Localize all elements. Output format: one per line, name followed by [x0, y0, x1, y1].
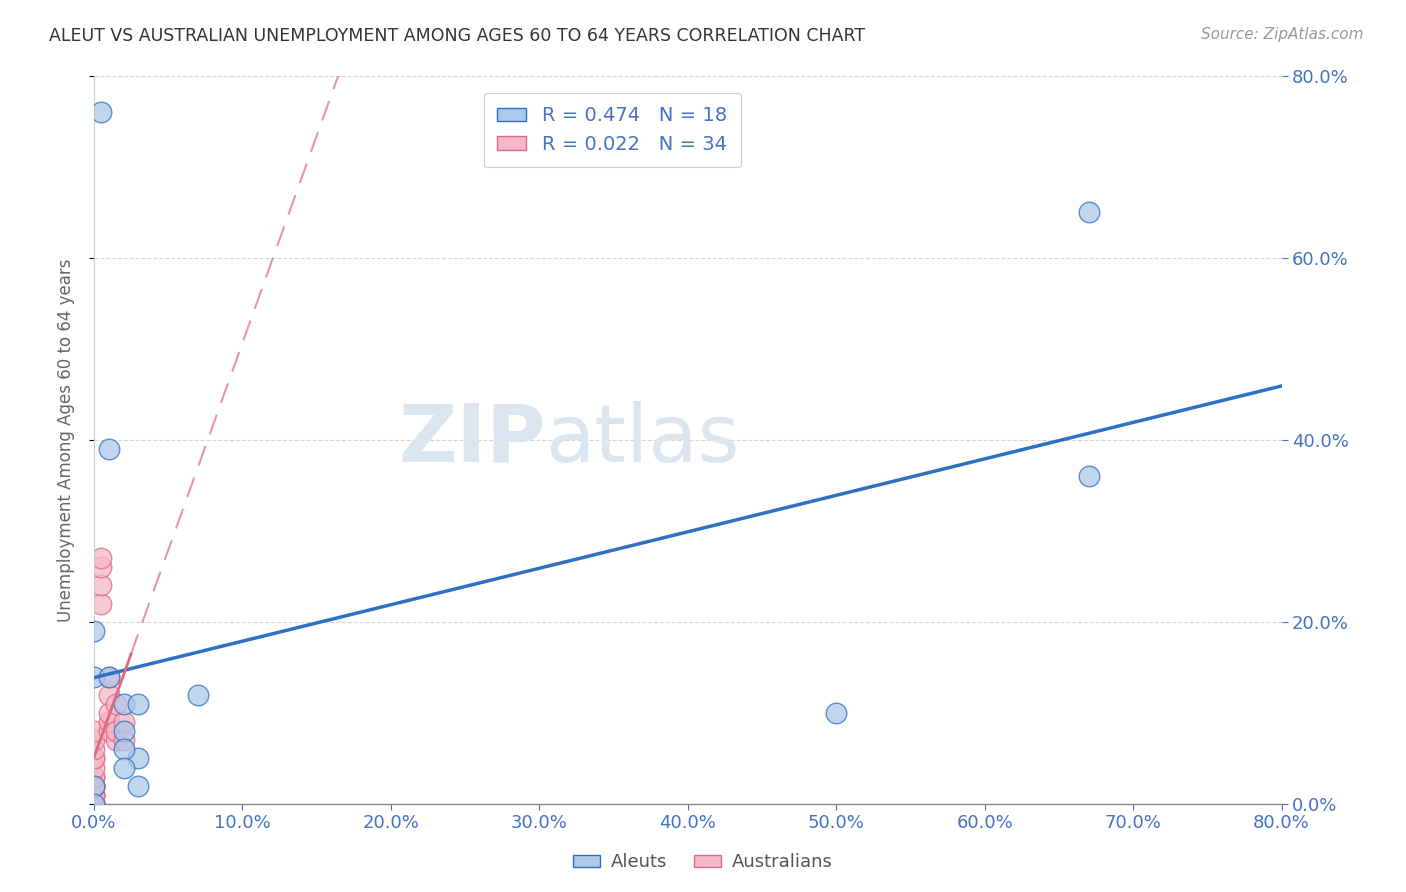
Point — [83, 770, 105, 784]
Point — [83, 779, 105, 793]
Point — [90, 578, 112, 592]
Point — [83, 760, 105, 774]
Point — [83, 770, 105, 784]
Point — [83, 742, 105, 756]
Point — [127, 697, 149, 711]
Text: Source: ZipAtlas.com: Source: ZipAtlas.com — [1201, 27, 1364, 42]
Point — [90, 560, 112, 574]
Legend: R = 0.474   N = 18, R = 0.022   N = 34: R = 0.474 N = 18, R = 0.022 N = 34 — [484, 93, 741, 168]
Point — [97, 714, 120, 729]
Point — [83, 797, 105, 811]
Point — [97, 669, 120, 683]
Point — [83, 724, 105, 739]
Point — [90, 104, 112, 119]
Point — [83, 797, 105, 811]
Point — [187, 688, 209, 702]
Point — [97, 724, 120, 739]
Point — [112, 697, 135, 711]
Point — [83, 751, 105, 765]
Point — [83, 624, 105, 638]
Point — [83, 797, 105, 811]
Point — [83, 788, 105, 802]
Point — [127, 779, 149, 793]
Point — [97, 688, 120, 702]
Point — [112, 760, 135, 774]
Y-axis label: Unemployment Among Ages 60 to 64 years: Unemployment Among Ages 60 to 64 years — [58, 258, 75, 622]
Point — [97, 442, 120, 456]
Point — [83, 797, 105, 811]
Point — [90, 597, 112, 611]
Point — [83, 779, 105, 793]
Point — [83, 797, 105, 811]
Point — [112, 714, 135, 729]
Point — [83, 788, 105, 802]
Point — [112, 733, 135, 747]
Point — [83, 788, 105, 802]
Point — [83, 797, 105, 811]
Point — [105, 724, 128, 739]
Point — [1077, 205, 1099, 219]
Text: ALEUT VS AUSTRALIAN UNEMPLOYMENT AMONG AGES 60 TO 64 YEARS CORRELATION CHART: ALEUT VS AUSTRALIAN UNEMPLOYMENT AMONG A… — [49, 27, 865, 45]
Point — [105, 733, 128, 747]
Point — [825, 706, 848, 720]
Point — [90, 551, 112, 566]
Legend: Aleuts, Australians: Aleuts, Australians — [565, 847, 841, 879]
Point — [97, 706, 120, 720]
Point — [83, 669, 105, 683]
Point — [83, 779, 105, 793]
Point — [1077, 469, 1099, 483]
Point — [105, 697, 128, 711]
Text: ZIP: ZIP — [398, 401, 546, 479]
Point — [83, 797, 105, 811]
Point — [83, 733, 105, 747]
Text: atlas: atlas — [546, 401, 740, 479]
Point — [83, 751, 105, 765]
Point — [112, 724, 135, 739]
Point — [83, 779, 105, 793]
Point — [112, 742, 135, 756]
Point — [97, 669, 120, 683]
Point — [127, 751, 149, 765]
